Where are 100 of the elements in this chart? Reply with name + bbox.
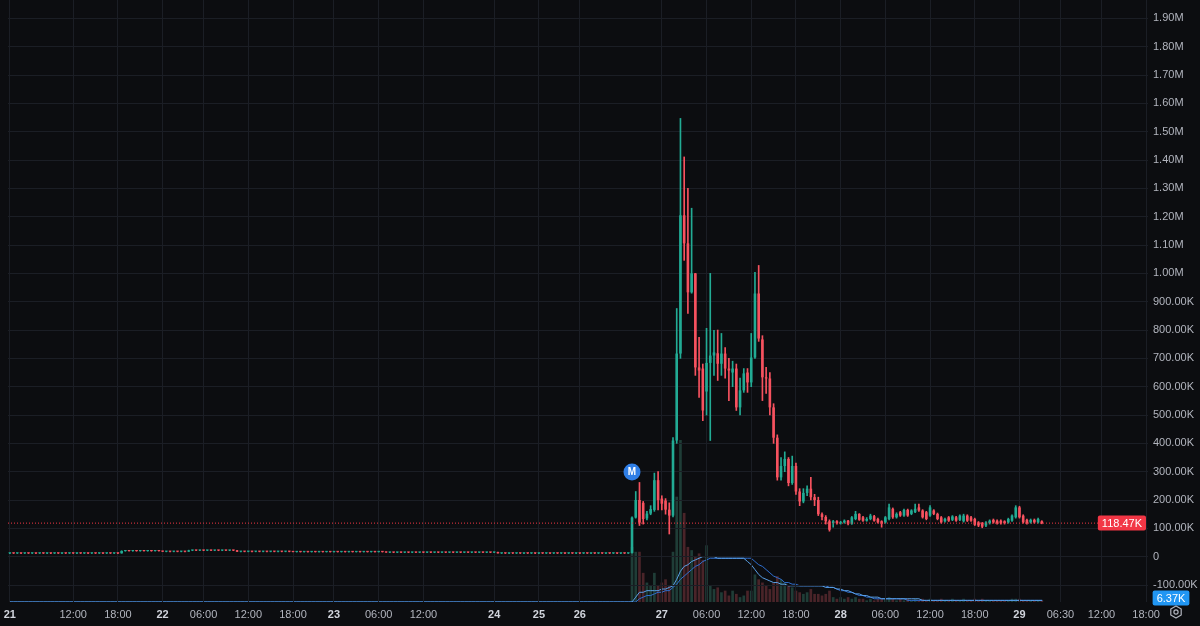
- bar: [802, 593, 805, 602]
- bar: [790, 587, 794, 602]
- y-tick-label: 500.00K: [1153, 408, 1195, 421]
- x-tick-label: 18:00: [104, 607, 132, 620]
- y-tick-label: 1.10M: [1153, 238, 1184, 251]
- bar: [850, 598, 854, 602]
- bar: [761, 582, 764, 602]
- bar: [828, 590, 831, 602]
- y-tick-label: 800.00K: [1153, 323, 1195, 336]
- candlestick: [720, 333, 723, 376]
- candlestick: [936, 512, 939, 521]
- x-tick-label: 23: [327, 607, 341, 620]
- bar: [634, 551, 638, 602]
- candlestick: [869, 513, 872, 521]
- x-tick-label: 18:00: [279, 607, 307, 620]
- bar: [857, 598, 861, 602]
- y-tick-label: 1.60M: [1153, 96, 1184, 109]
- candlestick: [653, 472, 656, 512]
- bar: [694, 556, 697, 602]
- candlestick: [962, 513, 965, 523]
- bar: [798, 592, 802, 602]
- candlestick: [284, 550, 287, 553]
- ref-line-label: 118.47K: [1101, 516, 1143, 529]
- x-tick-label: 26: [573, 607, 586, 620]
- x-tick-label: 06:00: [364, 607, 393, 620]
- bar: [720, 592, 723, 602]
- x-tick-label: 28: [834, 607, 847, 620]
- candlestick: [228, 549, 231, 552]
- candlestick: [951, 515, 954, 522]
- bar: [653, 572, 656, 602]
- candlestick: [403, 551, 407, 554]
- bar: [638, 551, 641, 602]
- candlestick: [1006, 517, 1010, 524]
- x-tick-label: 12:00: [916, 607, 944, 620]
- x-tick-label: 12:00: [409, 607, 438, 620]
- candlestick: [477, 551, 481, 554]
- candlestick: [165, 550, 168, 553]
- bar: [869, 598, 872, 602]
- bar: [787, 585, 790, 602]
- candlestick: [690, 207, 693, 294]
- candlestick: [708, 273, 712, 441]
- x-tick-label: 21: [3, 607, 16, 620]
- x-tick-label: 12:00: [737, 607, 765, 620]
- candlestick: [273, 550, 276, 553]
- candlestick: [712, 329, 716, 376]
- x-tick-label: 12:00: [59, 607, 87, 620]
- candlestick: [418, 551, 421, 554]
- y-tick-label: 600.00K: [1153, 379, 1195, 392]
- candlestick: [816, 496, 820, 516]
- y-tick-label: 900.00K: [1153, 294, 1195, 307]
- bar: [813, 593, 816, 602]
- x-tick-label: 06:00: [692, 607, 721, 620]
- bar: [775, 576, 779, 602]
- text: 6.37K: [1156, 591, 1187, 604]
- bar: [757, 579, 761, 602]
- x-tick-label: 12:00: [1087, 607, 1116, 620]
- candlestick: [947, 516, 950, 522]
- bar: [898, 598, 902, 602]
- y-tick-label: 1.50M: [1153, 124, 1184, 137]
- candlestick: [213, 549, 217, 552]
- annotation: M: [627, 466, 637, 478]
- x-tick-label: 06:00: [871, 607, 900, 620]
- y-tick-label: 300.00K: [1153, 464, 1195, 477]
- x-tick-label: 12:00: [234, 607, 263, 620]
- candlestick: [731, 360, 734, 388]
- bar: [716, 587, 720, 602]
- x-tick-label: 06:30: [1046, 607, 1075, 620]
- x-tick-label: 06:00: [189, 607, 218, 620]
- bar: [783, 582, 787, 602]
- bar: [824, 593, 828, 602]
- candlestick: [191, 549, 194, 552]
- candlestick: [667, 502, 671, 535]
- y-tick-label: 1.30M: [1153, 181, 1184, 194]
- y-tick-label: 1.00M: [1153, 266, 1184, 279]
- x-tick-label: 24: [488, 607, 502, 620]
- candlestick: [485, 551, 489, 554]
- y-tick-label: 1.90M: [1153, 11, 1184, 24]
- bar: [843, 598, 846, 602]
- bar: [679, 440, 682, 602]
- candlestick: [448, 551, 451, 554]
- candlestick: [854, 511, 857, 521]
- candlestick: [787, 457, 790, 487]
- candlestick: [220, 549, 224, 552]
- bar: [746, 590, 749, 602]
- candlestick: [396, 551, 399, 554]
- candlestick: [802, 488, 805, 504]
- candlestick: [716, 329, 720, 381]
- candlestick: [906, 508, 910, 517]
- bar: [816, 593, 820, 602]
- x-tick-label: 22: [156, 607, 169, 620]
- candlestick: [187, 549, 190, 552]
- bar: [690, 550, 693, 602]
- y-tick-label: 0: [1153, 549, 1160, 562]
- candlestick: [120, 550, 123, 554]
- candlestick: [463, 551, 466, 554]
- candlestick: [451, 551, 455, 554]
- bar: [854, 597, 857, 602]
- candlestick: [410, 551, 414, 554]
- candlestick: [828, 519, 831, 532]
- bar: [731, 590, 734, 602]
